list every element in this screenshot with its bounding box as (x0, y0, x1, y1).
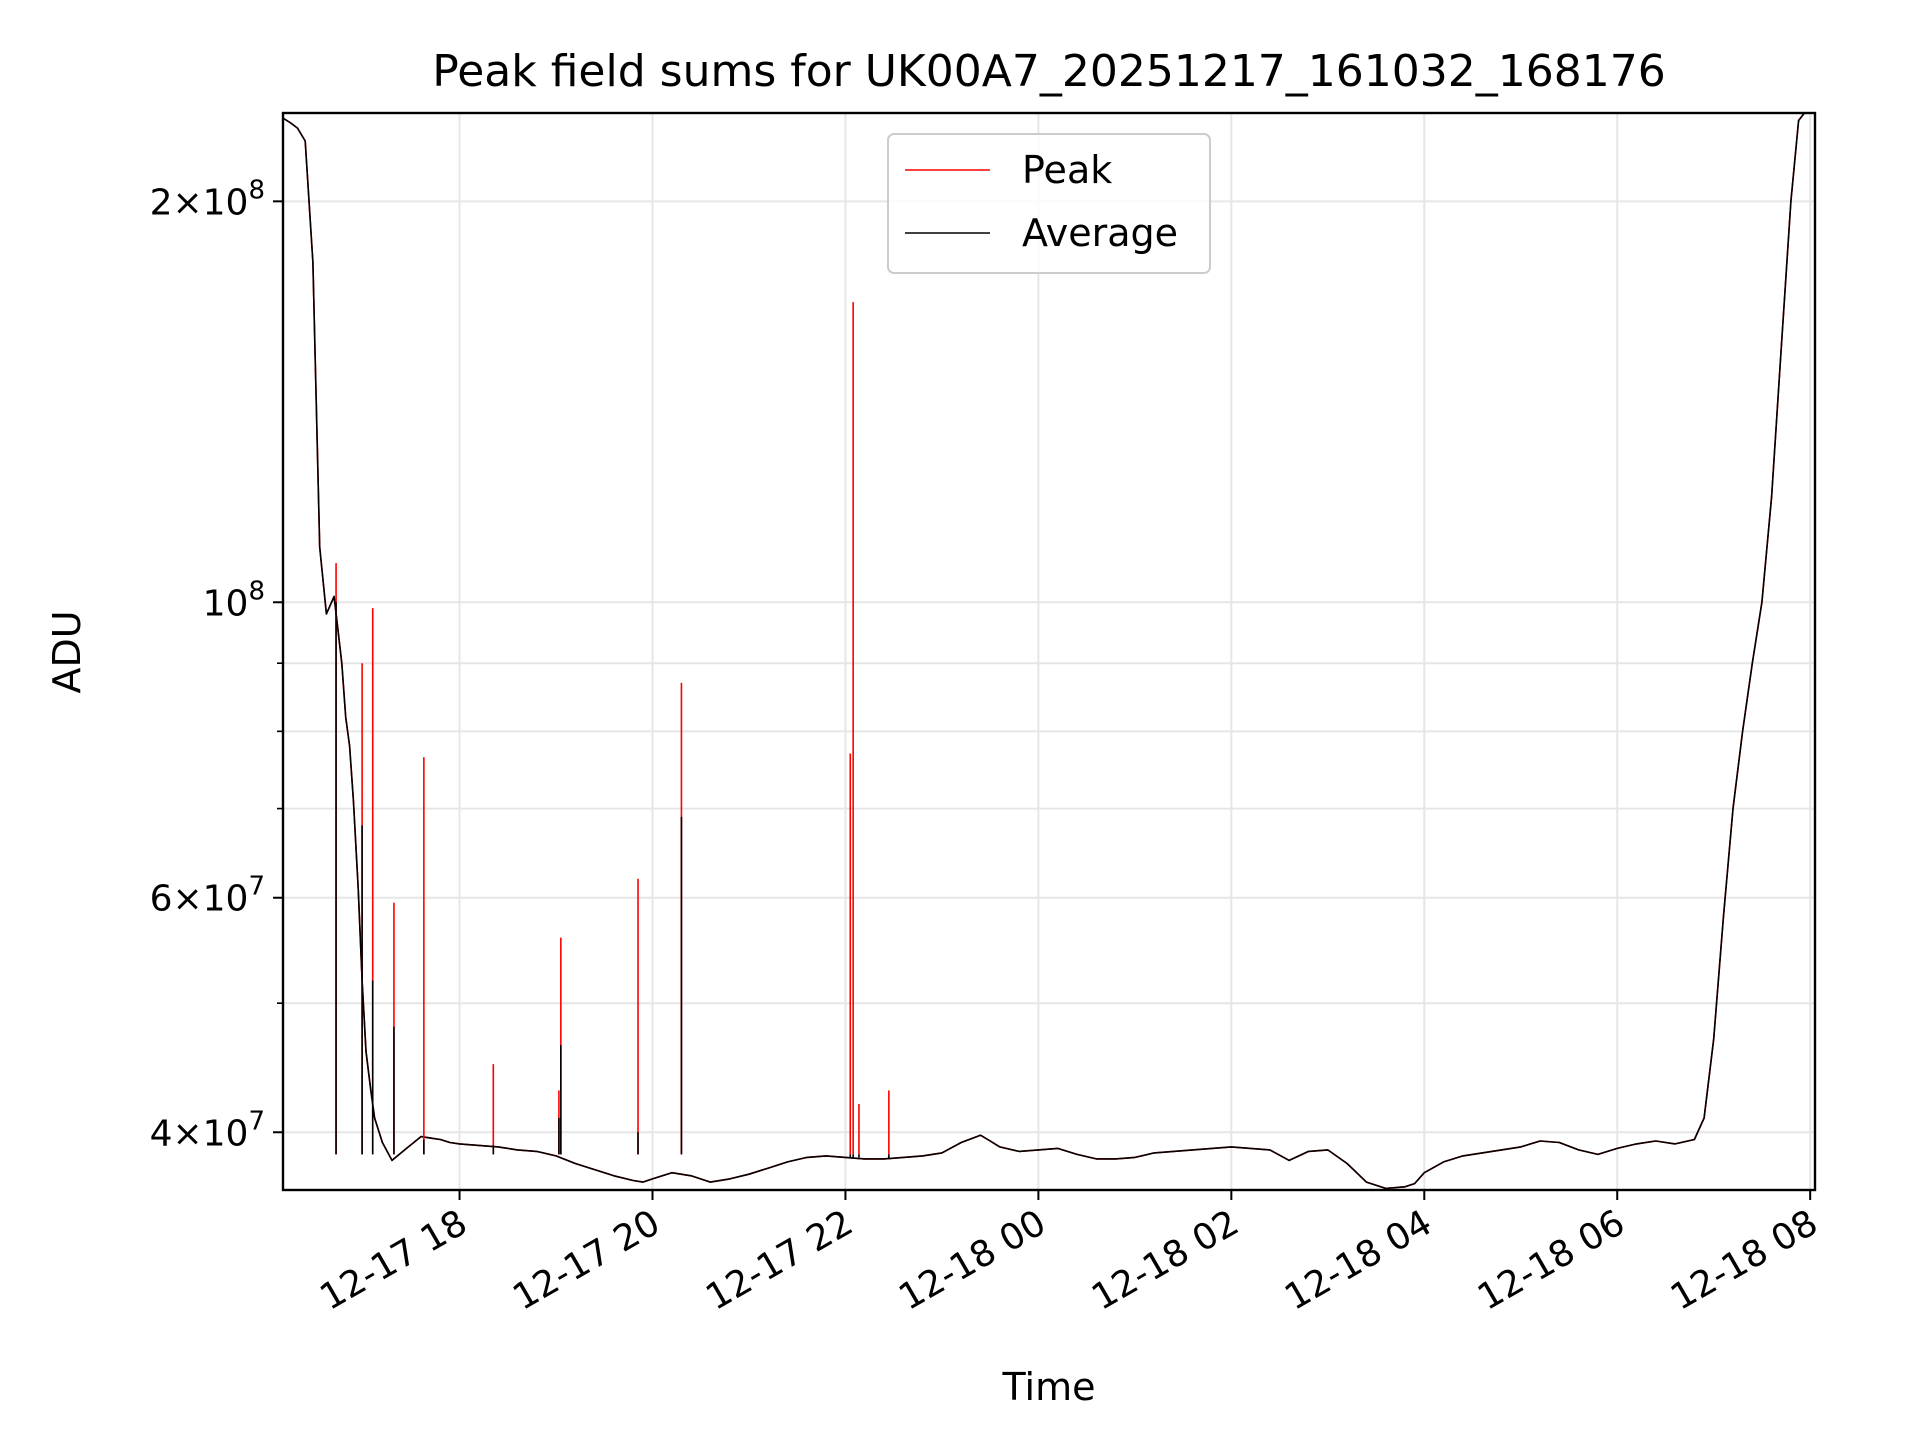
y-axis-label: ADU (45, 610, 89, 693)
y-tick-label-0: 4×107 (150, 1106, 265, 1154)
chart-title: Peak field sums for UK00A7_20251217_1610… (432, 46, 1665, 97)
series-layer (283, 113, 1806, 1190)
series-group (283, 113, 1806, 1190)
y-axis-ticks: 4×107 6×107 108 2×108 (150, 175, 283, 1154)
legend-box (887, 133, 1211, 274)
legend-label-peak: Peak (1022, 148, 1112, 192)
legend: Peak Average (887, 133, 1211, 274)
y-tick-label-2: 108 (203, 576, 265, 624)
y-tick-label-3: 2×108 (150, 175, 265, 223)
plot-frame (281, 111, 1817, 1192)
series-line-average (283, 113, 1806, 1190)
grid (283, 113, 1815, 1190)
x-axis-label: Time (1002, 1365, 1096, 1409)
y-tick-label-1: 6×107 (150, 872, 265, 920)
legend-label-average: Average (1022, 211, 1178, 255)
